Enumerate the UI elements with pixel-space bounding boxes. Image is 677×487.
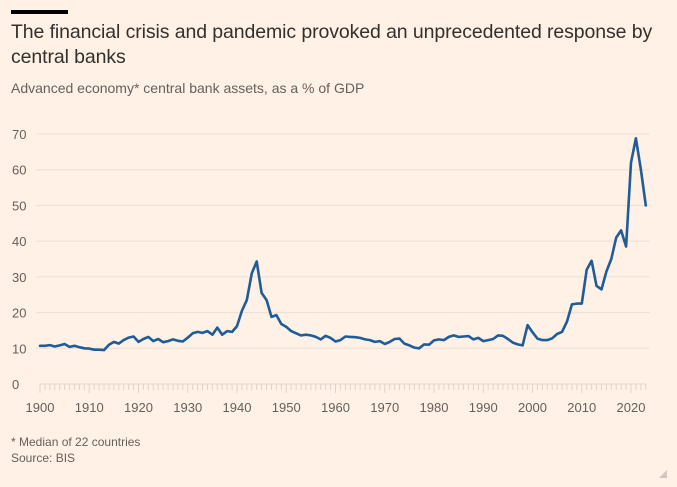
x-tick-label: 1900 <box>26 400 55 415</box>
y-tick-label: 50 <box>12 198 26 213</box>
y-tick-label: 40 <box>12 234 26 249</box>
series-line <box>38 137 648 352</box>
gridlines <box>36 133 650 349</box>
x-tick-label: 2000 <box>518 400 547 415</box>
x-tick-label: 1970 <box>370 400 399 415</box>
x-tick-label: 2010 <box>567 400 596 415</box>
y-tick-label: 60 <box>12 163 26 178</box>
footnote-note: * Median of 22 countries <box>11 435 141 449</box>
x-tick-label: 1910 <box>75 400 104 415</box>
resize-handle-icon <box>659 470 667 478</box>
x-tick-label: 1930 <box>173 400 202 415</box>
series-layer <box>38 137 648 352</box>
footnote: * Median of 22 countries Source: BIS <box>11 434 140 466</box>
ft-header-bar <box>11 10 68 14</box>
x-axis: 1900 1910 1920 1930 1940 1950 1960 1970 1980 1990… <box>26 383 647 415</box>
x-tick-label: 1980 <box>420 400 449 415</box>
y-tick-label: 30 <box>12 270 26 285</box>
x-tick-label: 2020 <box>617 400 646 415</box>
y-tick-label: 20 <box>12 306 26 321</box>
y-tick-label: 70 <box>12 127 26 142</box>
chart-title: The financial crisis and pandemic provok… <box>11 21 653 68</box>
x-tick-label: 1920 <box>124 400 153 415</box>
x-tick-label: 1950 <box>272 400 301 415</box>
y-axis: 0 10 20 30 40 50 60 70 <box>12 127 26 392</box>
x-tick-label: 1960 <box>321 400 350 415</box>
footnote-source: Source: BIS <box>11 451 76 465</box>
x-tick-label: 1990 <box>469 400 498 415</box>
x-tick-label: 1940 <box>223 400 252 415</box>
y-tick-label: 10 <box>12 341 26 356</box>
y-tick-label: 0 <box>12 377 19 392</box>
chart-subtitle: Advanced economy* central bank assets, a… <box>11 80 365 96</box>
